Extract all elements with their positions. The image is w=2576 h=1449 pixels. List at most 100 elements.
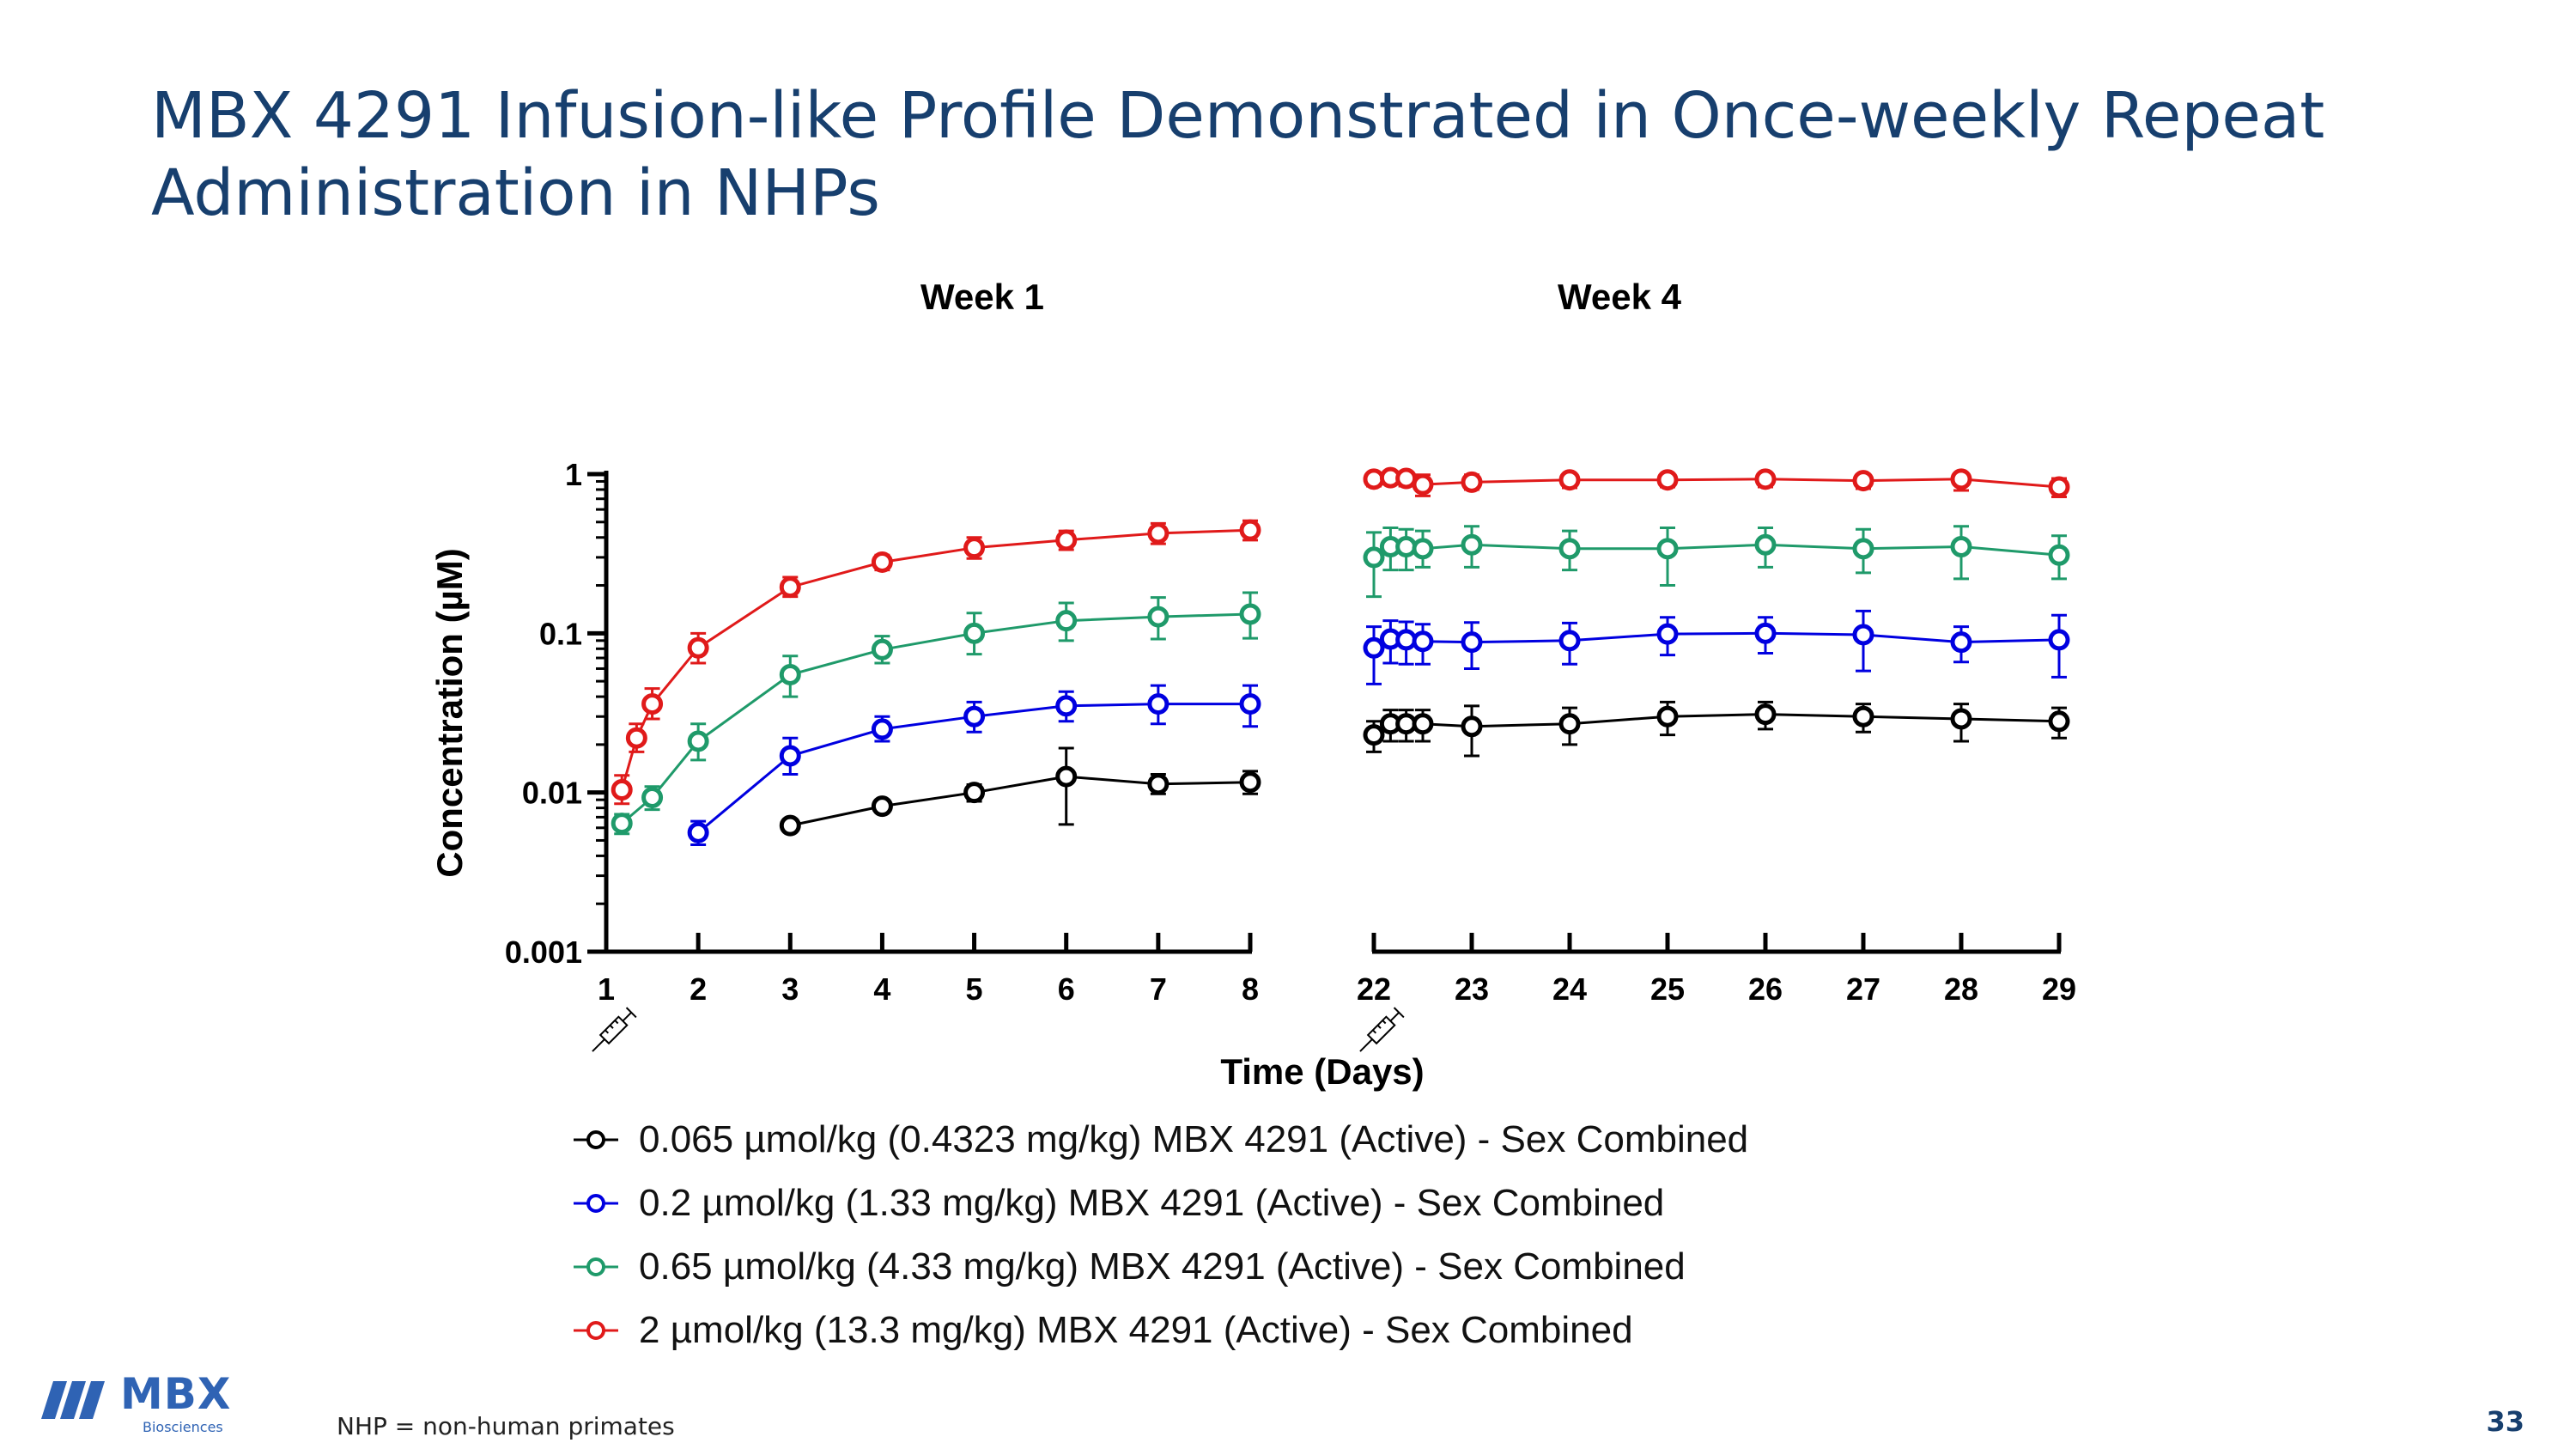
data-point [1055,765,1078,788]
y-axis-label: Concentration (µM) [429,548,470,878]
y-tick-label: 0.001 [505,935,582,970]
data-point [1055,529,1078,551]
x-tick-label: 29 [2042,971,2076,1007]
x-tick-label: 22 [1357,971,1391,1007]
data-point [2048,476,2070,498]
series-line [789,775,1251,827]
legend-item: 2 µmol/kg (13.3 mg/kg) MBX 4291 (Active)… [572,1299,1748,1362]
data-point [1412,538,1434,560]
x-tick-label: 24 [1552,971,1587,1007]
data-point [779,576,801,599]
data-point [1950,468,1972,490]
data-point [1239,771,1261,794]
data-point [1852,470,1874,492]
data-point [1950,535,1972,557]
data-point [687,730,709,752]
data-point [1558,630,1581,652]
data-point [1558,713,1581,735]
data-point [1754,468,1777,490]
logo-mark-icon [41,1381,105,1419]
data-point [1754,533,1777,556]
x-tick-label: 23 [1455,971,1489,1007]
data-point [871,638,893,661]
data-point [1239,519,1261,541]
data-point [641,787,664,809]
panel-title: Week 1 [920,277,1044,317]
data-point [871,795,893,818]
legend-marker [574,1257,618,1276]
x-tick-label: 26 [1748,971,1783,1007]
x-tick-label: 7 [1150,971,1167,1007]
footnote: NHP = non-human primates [337,1412,675,1440]
x-tick-label: 6 [1058,971,1075,1007]
series-line [620,528,1251,790]
data-point [963,537,986,559]
data-point [779,663,801,685]
data-point [963,782,986,804]
company-logo: MBX Biosciences [41,1369,247,1436]
data-point [1656,705,1679,728]
legend-item: 0.065 µmol/kg (0.4323 mg/kg) MBX 4291 (A… [572,1108,1748,1172]
x-tick-label: 5 [966,971,983,1007]
data-point [1147,522,1170,545]
x-tick-label: 3 [781,971,799,1007]
data-point [1461,533,1483,556]
data-point [611,813,633,835]
data-point [687,636,709,659]
data-point [1147,693,1170,715]
legend-item: 0.65 µmol/kg (4.33 mg/kg) MBX 4291 (Acti… [572,1235,1748,1299]
panel-title: Week 4 [1558,277,1682,317]
data-point [779,814,801,837]
y-tick-label: 0.01 [522,776,582,811]
data-point [1055,695,1078,717]
data-point [1412,630,1434,653]
data-point [1363,636,1385,659]
data-point [1147,773,1170,795]
data-point [1363,724,1385,746]
data-point [963,622,986,644]
syringe-icon [1359,1007,1405,1052]
legend-item: 0.2 µmol/kg (1.33 mg/kg) MBX 4291 (Activ… [572,1172,1748,1235]
data-point [625,727,647,749]
logo-subtext: Biosciences [143,1419,223,1435]
data-point [1055,610,1078,632]
data-point [1950,631,1972,654]
data-point [963,705,986,728]
data-point [1412,473,1434,496]
x-tick-label: 27 [1846,971,1880,1007]
legend-marker [574,1194,618,1213]
data-point [871,718,893,740]
page-number: 33 [2486,1405,2524,1438]
data-point [2048,544,2070,566]
slide-title: MBX 4291 Infusion-like Profile Demonstra… [151,79,2325,230]
x-tick-label: 8 [1242,971,1259,1007]
data-point [1656,469,1679,491]
x-axis-label: Time (Days) [1220,1051,1424,1092]
data-point [1363,546,1385,569]
data-point [1395,629,1418,651]
x-tick-label: 4 [873,971,890,1007]
data-point [1852,538,1874,560]
data-point [2048,629,2070,651]
data-point [1239,693,1261,715]
data-point [1558,469,1581,491]
data-point [1656,538,1679,560]
legend-label: 0.065 µmol/kg (0.4323 mg/kg) MBX 4291 (A… [639,1118,1749,1160]
x-tick-label: 2 [690,971,707,1007]
data-point [1461,715,1483,738]
chart-legend: 0.065 µmol/kg (0.4323 mg/kg) MBX 4291 (A… [572,1108,1748,1362]
data-point [687,821,709,843]
data-point [1754,622,1777,644]
data-point [1147,606,1170,628]
data-point [1461,471,1483,493]
data-point [871,551,893,573]
data-point [1461,631,1483,654]
data-point [641,693,664,715]
data-point [1395,535,1418,557]
data-point [611,779,633,801]
x-tick-label: 28 [1944,971,1978,1007]
data-point [2048,710,2070,733]
logo-text: MBX [120,1369,232,1419]
legend-label: 0.65 µmol/kg (4.33 mg/kg) MBX 4291 (Acti… [639,1245,1686,1288]
x-tick-label: 25 [1650,971,1685,1007]
